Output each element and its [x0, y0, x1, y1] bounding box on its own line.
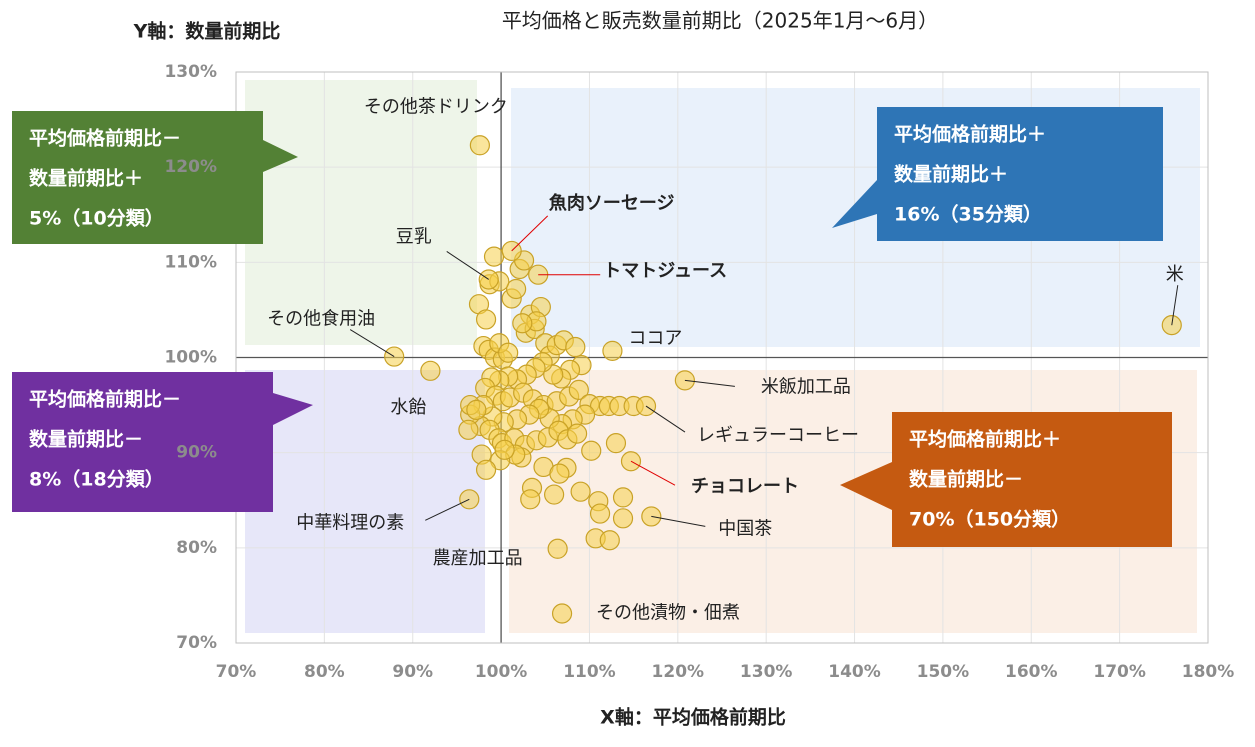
- y-tick-label: 130%: [164, 62, 217, 82]
- point-label: ココア: [628, 328, 682, 349]
- callout-box: [12, 111, 263, 244]
- leader-line: [645, 405, 686, 433]
- data-point: [483, 246, 505, 267]
- leader-line: [684, 379, 735, 387]
- callout-text: 平均価格前期比－: [29, 127, 181, 150]
- y-tick-label: 90%: [176, 443, 217, 463]
- x-tick-label: 150%: [917, 662, 970, 682]
- y-tick-label: 100%: [164, 348, 217, 368]
- y-tick-label: 70%: [176, 633, 217, 653]
- data-point: [612, 508, 634, 529]
- point-label: 中華料理の素: [296, 512, 404, 533]
- y-axis-title: Y軸：数量前期比: [133, 20, 281, 43]
- x-tick-label: 130%: [740, 662, 793, 682]
- data-point: [602, 340, 623, 361]
- x-tick-label: 90%: [392, 662, 433, 682]
- callout-pointer: [840, 462, 892, 510]
- data-point: [551, 603, 573, 624]
- data-point: [549, 463, 570, 484]
- callout-box: [12, 372, 273, 512]
- x-tick-label: 120%: [652, 662, 705, 682]
- point-label: チョコレート: [691, 476, 799, 497]
- y-tick-label: 80%: [176, 538, 217, 558]
- quadrant-bg: [245, 80, 477, 345]
- data-point: [565, 336, 586, 358]
- data-point: [612, 487, 634, 508]
- data-point: [475, 459, 497, 480]
- data-point: [589, 503, 611, 524]
- leader-line: [630, 460, 676, 486]
- callout-text: 70%（150分類）: [909, 508, 1070, 531]
- data-point: [458, 419, 479, 440]
- data-point: [581, 440, 602, 461]
- point-label: 米: [1166, 264, 1184, 285]
- point-label: その他漬物・佃煮: [596, 602, 740, 623]
- data-point: [506, 278, 527, 300]
- callout-pointer: [273, 393, 313, 425]
- data-point: [420, 360, 441, 381]
- data-point: [599, 530, 620, 551]
- x-tick-label: 70%: [216, 662, 257, 682]
- data-point: [544, 484, 565, 505]
- x-tick-label: 180%: [1182, 662, 1235, 682]
- point-label: 農産加工品: [433, 548, 523, 569]
- callout-text: 平均価格前期比＋: [894, 123, 1046, 146]
- point-label: 豆乳: [396, 226, 432, 247]
- data-point: [494, 439, 515, 460]
- data-point: [498, 342, 519, 363]
- leader-line: [446, 251, 489, 280]
- point-label: その他食用油: [267, 309, 375, 330]
- data-point: [547, 538, 568, 559]
- y-tick-label: 120%: [164, 157, 217, 177]
- leader-line: [349, 329, 395, 357]
- point-label: レギュラーコーヒー: [697, 425, 859, 446]
- data-point: [566, 423, 588, 444]
- x-tick-label: 110%: [563, 662, 616, 682]
- point-label: その他茶ドリンク: [364, 96, 508, 117]
- leader-line: [425, 498, 470, 521]
- callout-text: 数量前期比－: [29, 428, 143, 451]
- point-label: トマトジュース: [603, 261, 727, 282]
- leader-line: [651, 515, 706, 527]
- leader-line: [1171, 285, 1179, 326]
- callout-text: 数量前期比－: [909, 468, 1023, 491]
- callout-text: 平均価格前期比＋: [909, 428, 1061, 451]
- data-point: [570, 481, 591, 502]
- x-tick-label: 140%: [828, 662, 881, 682]
- callout-pointer: [832, 180, 877, 228]
- point-label: 魚肉ソーセージ: [549, 192, 675, 214]
- data-point: [512, 313, 533, 334]
- callout-text: 8%（18分類）: [29, 468, 164, 491]
- data-point: [475, 309, 497, 330]
- callout-box: [877, 107, 1163, 241]
- point-label: 水飴: [390, 397, 426, 418]
- point-label: 米飯加工品: [761, 376, 851, 397]
- x-tick-label: 80%: [304, 662, 345, 682]
- callout-text: 16%（35分類）: [894, 203, 1042, 226]
- data-point: [469, 135, 490, 156]
- x-tick-label: 170%: [1093, 662, 1146, 682]
- point-label: 中国茶: [718, 518, 772, 539]
- x-tick-label: 100%: [475, 662, 528, 682]
- chart-title: 平均価格と販売数量前期比（2025年1月～6月）: [502, 9, 938, 33]
- callout-box: [892, 412, 1172, 547]
- leader-line: [511, 215, 549, 252]
- data-point: [466, 399, 487, 420]
- plot-frame: [235, 71, 1209, 644]
- callout-text: 数量前期比＋: [29, 167, 143, 190]
- callout-text: 平均価格前期比－: [29, 388, 181, 411]
- y-tick-label: 110%: [164, 252, 217, 272]
- data-point: [605, 433, 627, 454]
- callout-text: 数量前期比＋: [894, 163, 1008, 186]
- x-tick-label: 160%: [1005, 662, 1058, 682]
- data-point: [520, 489, 541, 510]
- callout-text: 5%（10分類）: [29, 207, 164, 230]
- callout-pointer: [263, 140, 298, 172]
- data-point: [568, 379, 589, 400]
- x-axis-title: X軸：平均価格前期比: [600, 706, 786, 729]
